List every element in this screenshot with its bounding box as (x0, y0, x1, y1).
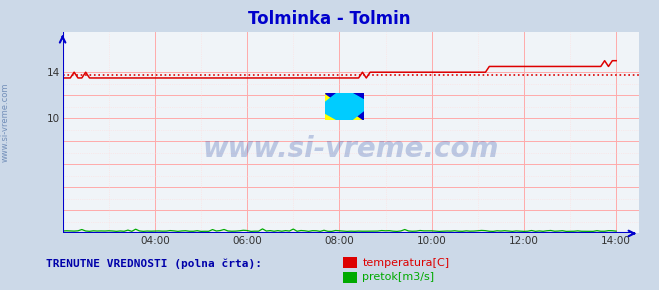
Text: pretok[m3/s]: pretok[m3/s] (362, 272, 434, 282)
Polygon shape (325, 93, 364, 119)
Polygon shape (325, 93, 364, 119)
Text: www.si-vreme.com: www.si-vreme.com (1, 82, 10, 162)
Text: TRENUTNE VREDNOSTI (polna črta):: TRENUTNE VREDNOSTI (polna črta): (46, 259, 262, 269)
Text: Tolminka - Tolmin: Tolminka - Tolmin (248, 10, 411, 28)
Text: www.si-vreme.com: www.si-vreme.com (203, 135, 499, 163)
Polygon shape (325, 93, 364, 119)
Text: temperatura[C]: temperatura[C] (362, 258, 449, 268)
